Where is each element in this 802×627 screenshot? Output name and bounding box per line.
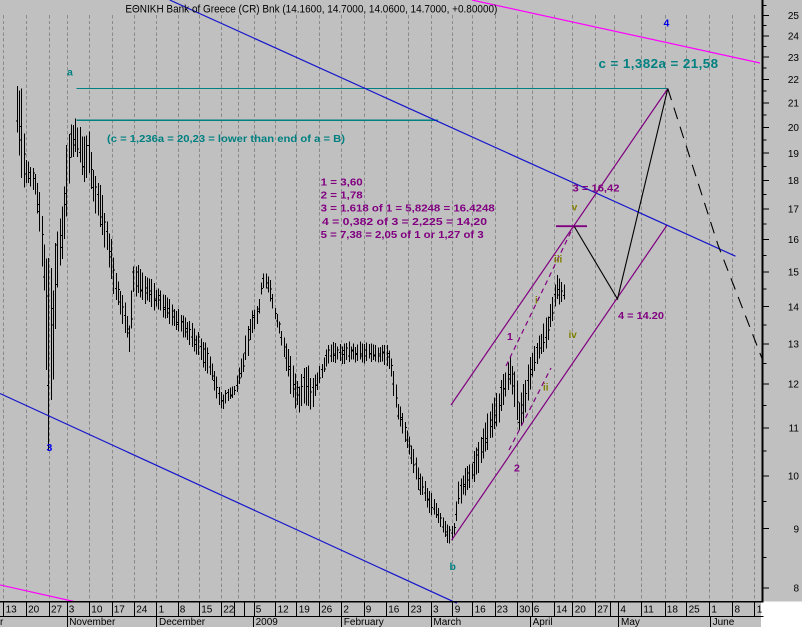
svg-text:i: i	[535, 296, 538, 307]
svg-text:ΕΘΝΙΚΗ Bank of Greece (CR) Bnk: ΕΘΝΙΚΗ Bank of Greece (CR) Bnk (14.1600,…	[125, 4, 497, 16]
svg-text:21: 21	[788, 99, 800, 110]
svg-text:14: 14	[788, 302, 800, 313]
svg-text:24: 24	[788, 31, 800, 42]
svg-text:20: 20	[575, 605, 587, 616]
svg-text:1: 1	[757, 605, 763, 616]
svg-text:3 = 16,42: 3 = 16,42	[573, 183, 620, 195]
svg-text:25: 25	[788, 11, 800, 22]
svg-text:c = 1,382a = 21,58: c = 1,382a = 21,58	[599, 57, 719, 71]
svg-text:3 = 1.618 of 1 = 5,8248 = 16.4: 3 = 1.618 of 1 = 5,8248 = 16.4248	[321, 203, 495, 215]
svg-text:27: 27	[597, 605, 609, 616]
svg-text:17: 17	[114, 605, 126, 616]
svg-text:a: a	[67, 67, 73, 79]
svg-text:20: 20	[788, 123, 800, 134]
svg-text:17: 17	[788, 205, 800, 216]
svg-text:12: 12	[788, 380, 800, 391]
svg-text:10: 10	[788, 471, 800, 482]
svg-text:iv: iv	[569, 330, 578, 341]
svg-text:23: 23	[411, 605, 423, 616]
svg-text:13: 13	[788, 340, 800, 351]
svg-text:1: 1	[711, 605, 717, 616]
svg-text:ii: ii	[543, 383, 549, 394]
svg-text:15: 15	[201, 605, 213, 616]
svg-text:19: 19	[299, 605, 311, 616]
svg-text:20: 20	[28, 605, 40, 616]
svg-text:4 = 14.20: 4 = 14.20	[618, 310, 664, 322]
svg-text:9: 9	[366, 605, 372, 616]
svg-text:12: 12	[278, 605, 290, 616]
svg-text:4: 4	[664, 17, 670, 29]
svg-text:23: 23	[788, 53, 800, 64]
svg-text:19: 19	[788, 149, 800, 160]
svg-text:1: 1	[507, 331, 513, 343]
svg-text:5: 5	[256, 605, 262, 616]
svg-text:4 = 0,382 of 3 = 2,225 = 14,2: 4 = 0,382 of 3 = 2,225 = 14,20	[322, 216, 487, 228]
svg-text:9: 9	[793, 524, 799, 535]
svg-text:13: 13	[6, 605, 18, 616]
svg-text:8: 8	[180, 605, 186, 616]
svg-text:26: 26	[321, 605, 333, 616]
svg-text:18: 18	[788, 176, 800, 187]
svg-text:18: 18	[667, 605, 679, 616]
svg-text:2 = 1,78: 2 = 1,78	[321, 190, 363, 202]
svg-text:10: 10	[91, 605, 103, 616]
svg-text:v: v	[572, 203, 578, 214]
svg-text:April: April	[533, 617, 553, 627]
svg-text:1: 1	[159, 605, 165, 616]
svg-text:11: 11	[643, 605, 654, 616]
svg-text:r: r	[0, 617, 4, 627]
svg-text:3: 3	[69, 605, 75, 616]
svg-text:23: 23	[497, 605, 509, 616]
svg-text:3: 3	[433, 605, 439, 616]
svg-text:25: 25	[689, 605, 701, 616]
svg-text:16: 16	[475, 605, 487, 616]
svg-text:b: b	[450, 561, 456, 573]
svg-text:16: 16	[788, 235, 800, 246]
svg-text:November: November	[69, 617, 116, 627]
svg-text:16: 16	[388, 605, 400, 616]
svg-text:8: 8	[735, 605, 741, 616]
svg-text:8: 8	[793, 584, 799, 595]
svg-text:4: 4	[620, 605, 626, 616]
svg-text:December: December	[159, 617, 206, 627]
svg-text:30: 30	[519, 605, 531, 616]
svg-text:March: March	[433, 617, 461, 627]
svg-text:3: 3	[47, 442, 53, 454]
svg-text:15: 15	[788, 268, 800, 279]
svg-text:(c = 1,236a = 20,23 = lower th: (c = 1,236a = 20,23 = lower than end of …	[107, 133, 345, 145]
svg-text:2009: 2009	[256, 617, 279, 627]
svg-text:11: 11	[789, 424, 800, 435]
svg-text:1 = 3,60: 1 = 3,60	[321, 177, 363, 189]
svg-text:14: 14	[556, 605, 568, 616]
svg-text:27: 27	[51, 605, 63, 616]
svg-text:2: 2	[514, 463, 520, 475]
svg-text:2: 2	[343, 605, 349, 616]
svg-text:22: 22	[223, 605, 235, 616]
svg-text:June: June	[713, 617, 735, 627]
svg-text:6: 6	[534, 605, 540, 616]
svg-text:iii: iii	[554, 255, 563, 266]
svg-text:February: February	[344, 617, 384, 627]
svg-text:May: May	[621, 617, 640, 627]
svg-text:24: 24	[136, 605, 148, 616]
svg-text:22: 22	[788, 75, 800, 86]
svg-text:5 = 7,38 = 2,05 of 1 or 1,27 o: 5 = 7,38 = 2,05 of 1 or 1,27 of 3	[321, 229, 484, 241]
svg-text:9: 9	[455, 605, 461, 616]
